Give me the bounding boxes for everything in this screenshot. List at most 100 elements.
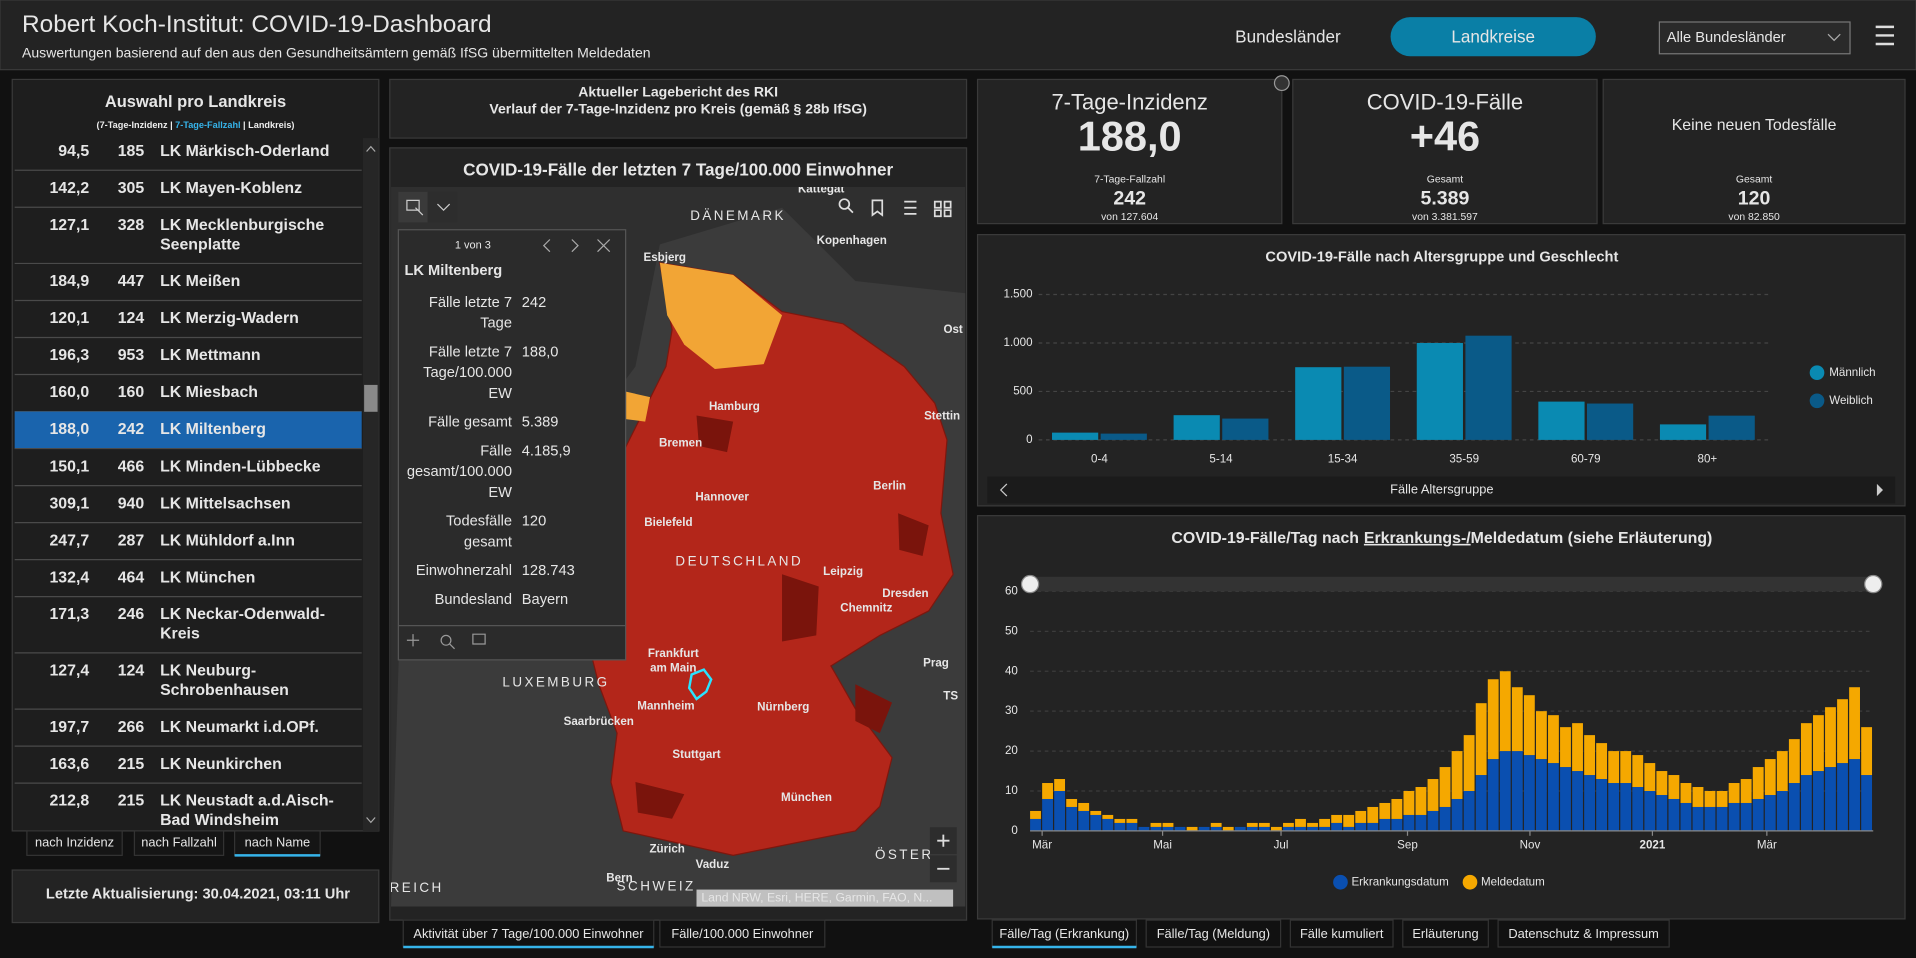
- map-label: Mannheim: [637, 699, 694, 712]
- map-label: ÖSTER: [875, 847, 934, 862]
- map-tool-icon[interactable]: [838, 198, 854, 214]
- bar-segment: [1343, 814, 1355, 827]
- list-row[interactable]: 94,5 185 LK Märkisch-Oderland: [14, 143, 362, 171]
- bar-segment: [1644, 791, 1656, 831]
- row-name: Bad Windsheim: [160, 812, 279, 829]
- list-row[interactable]: 309,1 940 LK Mittelsachsen: [14, 495, 362, 524]
- bar-segment: [1403, 791, 1415, 815]
- bar-segment: [1825, 767, 1836, 831]
- map-tab[interactable]: [659, 919, 826, 948]
- chart-panel: [976, 515, 1906, 920]
- map-label: Bern: [606, 872, 632, 885]
- x-tick-label: 0-4: [1091, 453, 1108, 466]
- map-tool-icon[interactable]: [904, 200, 917, 215]
- map-label: Saarbrücken: [564, 715, 634, 728]
- row-cases: 185: [118, 143, 145, 160]
- region-tab-active[interactable]: [1390, 17, 1596, 57]
- state-dropdown[interactable]: [1658, 21, 1851, 55]
- district-tab[interactable]: Landkreise: [1451, 27, 1535, 46]
- page-subtitle: Auswertungen basierend auf den aus den G…: [22, 44, 651, 60]
- scroll-thumb[interactable]: [364, 384, 378, 412]
- map-tab[interactable]: [402, 919, 655, 948]
- list-row[interactable]: 132,4 464 LK München: [14, 569, 362, 598]
- chart-tab[interactable]: [1289, 919, 1394, 948]
- scroll-down[interactable]: [366, 817, 376, 824]
- chart-tab[interactable]: [1145, 919, 1282, 948]
- sort-button[interactable]: [26, 830, 123, 856]
- bar-segment: [1463, 735, 1475, 792]
- list-row[interactable]: 247,7 287 LK Mühldorf a.Inn: [14, 532, 362, 561]
- list-row[interactable]: 127,4 124 LK Neuburg- Schrobenhausen: [14, 662, 362, 710]
- list-row[interactable]: 171,3 246 LK Neckar-Odenwald- Kreis: [14, 606, 362, 654]
- bar-segment: [1535, 759, 1547, 831]
- sort-button[interactable]: [234, 830, 321, 856]
- popup-tool[interactable]: [440, 634, 455, 650]
- popup-field: Tage/100.000: [423, 365, 512, 381]
- row-name: LK Neustadt a.d.Aisch-: [160, 793, 334, 810]
- popup-next[interactable]: [571, 239, 579, 253]
- bar-segment: [1499, 671, 1511, 752]
- row-cases: 215: [118, 793, 145, 810]
- popup-tool[interactable]: [472, 633, 486, 645]
- page-prev[interactable]: [999, 483, 1008, 497]
- slider-handle[interactable]: [1020, 574, 1040, 594]
- sort-button-label: nach Fallzahl: [141, 835, 217, 850]
- chart-tab[interactable]: [1402, 919, 1489, 948]
- slider-handle[interactable]: [1864, 574, 1883, 594]
- popup-tool[interactable]: [406, 634, 420, 647]
- bar-segment: [1656, 771, 1668, 795]
- list-row[interactable]: 142,2 305 LK Mayen-Koblenz: [14, 180, 362, 208]
- bar-segment: [1331, 822, 1343, 831]
- bar-segment: [1692, 806, 1704, 831]
- map-tool-icon: [437, 203, 451, 212]
- list-row[interactable]: 120,1 124 LK Merzig-Wadern: [14, 310, 362, 339]
- bar-segment: [1319, 826, 1331, 831]
- row-name: LK Miesbach: [160, 384, 258, 401]
- map-label: DEUTSCHLAND: [675, 554, 803, 569]
- region-tab[interactable]: Bundesländer: [1235, 27, 1341, 46]
- page-next[interactable]: [1876, 483, 1884, 497]
- popup-field: Einwohnerzahl: [416, 563, 512, 579]
- legend-part: | Landkreis): [243, 120, 294, 130]
- list-row[interactable]: 196,3 953 LK Mettmann: [14, 347, 362, 376]
- bar-segment: [1343, 826, 1355, 831]
- bar-segment: [1439, 806, 1451, 831]
- bar-segment: [1415, 814, 1427, 831]
- chart-tab[interactable]: [1497, 919, 1670, 948]
- popup-prev[interactable]: [542, 239, 551, 253]
- list-row[interactable]: 163,6 215 LK Neunkirchen: [14, 756, 362, 784]
- popup-close[interactable]: [597, 239, 611, 253]
- list-row[interactable]: 212,8 215 LK Neustadt a.d.Aisch- Bad Windsh…: [15, 793, 362, 840]
- list-row[interactable]: 184,9 447 LK Meißen: [14, 273, 362, 302]
- report-panel[interactable]: [389, 78, 968, 139]
- map-tool[interactable]: [398, 191, 428, 223]
- legend-swatch: [1462, 874, 1478, 890]
- list-row[interactable]: 197,7 266 LK Neumarkt i.d.OPf.: [14, 719, 362, 747]
- bar-segment: [1813, 771, 1824, 831]
- kpi-sub-value: 5.389: [1420, 187, 1469, 209]
- map-tool[interactable]: [427, 191, 458, 223]
- bar-segment: [1572, 723, 1583, 772]
- bar-segment: [1511, 687, 1523, 752]
- map-label: Nürnberg: [757, 701, 809, 714]
- kpi-sub-note: von 82.850: [1728, 212, 1780, 223]
- map-tool-icon[interactable]: [871, 199, 884, 217]
- sort-button[interactable]: [133, 830, 225, 856]
- bar-segment: [1680, 802, 1692, 831]
- y-tick-label: 0: [1011, 824, 1017, 837]
- map-tool-icon[interactable]: [933, 200, 952, 218]
- bar: [1659, 424, 1707, 440]
- scroll-up[interactable]: [366, 145, 376, 152]
- list-row[interactable]: 188,0 242 LK Miltenberg: [14, 411, 362, 450]
- bar-segment: [1692, 787, 1704, 807]
- chart-tab[interactable]: [991, 919, 1138, 948]
- expand-icon[interactable]: [1273, 75, 1290, 92]
- list-row[interactable]: 127,1 328 LK Mecklenburgische Seenplatte: [14, 217, 362, 265]
- attribution-box: [696, 889, 954, 907]
- bar-segment: [1523, 755, 1535, 831]
- map-label: REICH: [390, 880, 444, 895]
- list-row[interactable]: 150,1 466 LK Minden-Lübbecke: [14, 458, 362, 487]
- bar-segment: [1632, 787, 1644, 831]
- map-label: Kopenhagen: [817, 234, 887, 247]
- row-name: LK Miltenberg: [160, 421, 266, 438]
